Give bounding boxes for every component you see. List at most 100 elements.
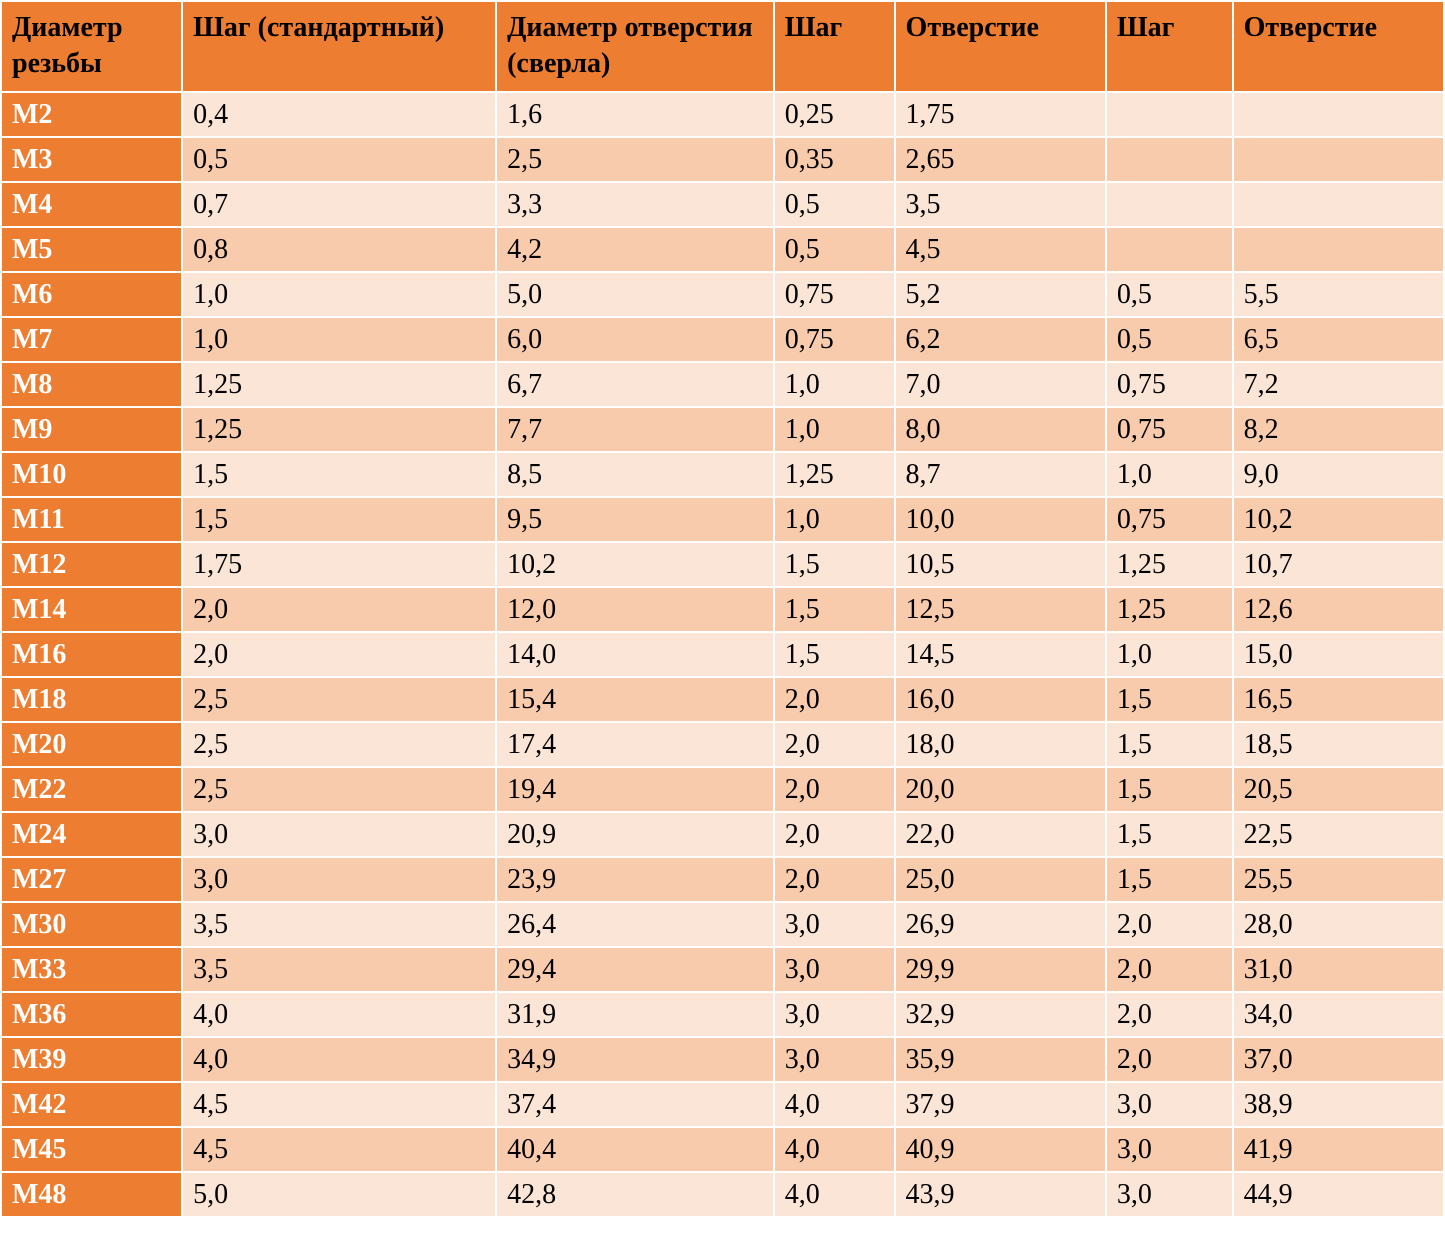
table-cell: 15,0	[1233, 632, 1444, 677]
table-cell	[1233, 92, 1444, 137]
table-row: М61,05,00,755,20,55,5	[1, 272, 1444, 317]
table-cell: 20,5	[1233, 767, 1444, 812]
table-row: М162,014,01,514,51,015,0	[1, 632, 1444, 677]
row-header: М12	[1, 542, 182, 587]
table-cell	[1233, 227, 1444, 272]
row-header: М2	[1, 92, 182, 137]
table-row: М454,540,44,040,93,041,9	[1, 1127, 1444, 1172]
table-cell: 28,0	[1233, 902, 1444, 947]
table-cell: 17,4	[496, 722, 774, 767]
table-cell: 0,5	[1106, 317, 1233, 362]
table-cell: 35,9	[895, 1037, 1106, 1082]
table-cell: 1,5	[182, 497, 496, 542]
table-cell: 40,9	[895, 1127, 1106, 1172]
table-cell: 2,5	[182, 722, 496, 767]
row-header: М8	[1, 362, 182, 407]
table-cell: 0,25	[774, 92, 895, 137]
table-cell: 23,9	[496, 857, 774, 902]
table-cell: 6,7	[496, 362, 774, 407]
table-row: М142,012,01,512,51,2512,6	[1, 587, 1444, 632]
table-cell: 8,7	[895, 452, 1106, 497]
table-cell: 4,0	[774, 1172, 895, 1217]
table-cell: 3,5	[895, 182, 1106, 227]
table-cell: 19,4	[496, 767, 774, 812]
table-cell: 4,5	[895, 227, 1106, 272]
table-cell: 25,0	[895, 857, 1106, 902]
table-row: М91,257,71,08,00,758,2	[1, 407, 1444, 452]
table-row: М424,537,44,037,93,038,9	[1, 1082, 1444, 1127]
table-cell: 6,0	[496, 317, 774, 362]
table-cell: 14,0	[496, 632, 774, 677]
table-cell: 1,5	[774, 587, 895, 632]
table-cell: 40,4	[496, 1127, 774, 1172]
table-cell: 0,7	[182, 182, 496, 227]
row-header: М30	[1, 902, 182, 947]
table-cell: 6,2	[895, 317, 1106, 362]
table-row: М30,52,50,352,65	[1, 137, 1444, 182]
table-cell: 2,0	[774, 677, 895, 722]
row-header: М22	[1, 767, 182, 812]
table-cell: 7,7	[496, 407, 774, 452]
table-cell: 1,5	[1106, 767, 1233, 812]
table-cell: 0,5	[1106, 272, 1233, 317]
table-cell: 1,25	[182, 362, 496, 407]
table-cell: 5,0	[182, 1172, 496, 1217]
table-cell: 2,65	[895, 137, 1106, 182]
table-cell: 37,0	[1233, 1037, 1444, 1082]
table-cell: 5,2	[895, 272, 1106, 317]
table-cell: 3,0	[774, 992, 895, 1037]
table-cell: 8,5	[496, 452, 774, 497]
table-cell: 1,75	[182, 542, 496, 587]
col-header-5: Шаг	[1106, 1, 1233, 92]
table-cell: 26,9	[895, 902, 1106, 947]
row-header: М4	[1, 182, 182, 227]
table-cell: 34,0	[1233, 992, 1444, 1037]
table-row: М101,58,51,258,71,09,0	[1, 452, 1444, 497]
table-row: М121,7510,21,510,51,2510,7	[1, 542, 1444, 587]
table-cell: 2,5	[182, 767, 496, 812]
table-row: М81,256,71,07,00,757,2	[1, 362, 1444, 407]
table-cell: 37,9	[895, 1082, 1106, 1127]
table-cell	[1233, 137, 1444, 182]
table-cell: 0,5	[774, 227, 895, 272]
row-header: М7	[1, 317, 182, 362]
table-row: М303,526,43,026,92,028,0	[1, 902, 1444, 947]
table-cell: 31,0	[1233, 947, 1444, 992]
table-cell: 32,9	[895, 992, 1106, 1037]
header-row: Диаметр резьбыШаг (стандартный)Диаметр о…	[1, 1, 1444, 92]
table-cell: 22,0	[895, 812, 1106, 857]
table-cell: 1,0	[182, 272, 496, 317]
table-cell: 0,4	[182, 92, 496, 137]
table-row: М364,031,93,032,92,034,0	[1, 992, 1444, 1037]
row-header: М3	[1, 137, 182, 182]
table-cell: 0,75	[774, 272, 895, 317]
table-cell: 4,0	[774, 1082, 895, 1127]
table-cell: 1,5	[1106, 722, 1233, 767]
table-cell: 31,9	[496, 992, 774, 1037]
table-cell: 20,0	[895, 767, 1106, 812]
table-cell: 2,5	[496, 137, 774, 182]
table-cell: 4,0	[774, 1127, 895, 1172]
row-header: М24	[1, 812, 182, 857]
table-cell: 2,0	[774, 812, 895, 857]
table-row: М485,042,84,043,93,044,9	[1, 1172, 1444, 1217]
row-header: М42	[1, 1082, 182, 1127]
table-cell: 0,35	[774, 137, 895, 182]
table-cell	[1106, 92, 1233, 137]
table-cell: 1,25	[1106, 542, 1233, 587]
table-cell: 1,25	[182, 407, 496, 452]
table-cell: 3,0	[774, 902, 895, 947]
table-cell: 1,5	[774, 542, 895, 587]
table-cell: 4,0	[182, 1037, 496, 1082]
table-cell: 9,0	[1233, 452, 1444, 497]
row-header: М14	[1, 587, 182, 632]
table-cell: 0,5	[774, 182, 895, 227]
table-cell: 0,75	[1106, 407, 1233, 452]
row-header: М16	[1, 632, 182, 677]
table-cell: 0,75	[1106, 362, 1233, 407]
table-cell	[1106, 182, 1233, 227]
table-cell: 2,0	[1106, 902, 1233, 947]
table-cell: 5,5	[1233, 272, 1444, 317]
table-cell: 16,5	[1233, 677, 1444, 722]
table-cell: 12,0	[496, 587, 774, 632]
